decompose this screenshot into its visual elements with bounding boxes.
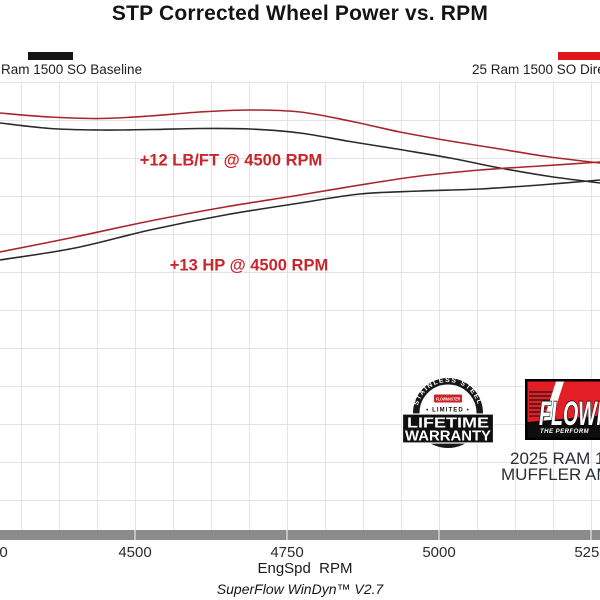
legend-direct-swatch (558, 52, 600, 60)
legend-direct-label: 25 Ram 1500 SO Direct (472, 62, 600, 77)
logo-wordmark: FLOWM (539, 395, 600, 433)
legend-baseline-label: Ram 1500 SO Baseline (1, 62, 143, 77)
flowmaster-logo: FLOWM THE PERFORM (525, 379, 600, 440)
x-axis-label: EngSpd RPM (257, 560, 353, 577)
x-tick-label: 4750 (270, 544, 304, 561)
axis-major-tick (134, 530, 136, 540)
vehicle-caption-line1: 2025 RAM 15 (510, 449, 600, 468)
vehicle-caption-line2: MUFFLER AMT (501, 465, 600, 484)
x-tick-label: 4250 (0, 544, 8, 561)
legend-baseline-swatch (28, 52, 73, 60)
lifetime-warranty-badge: STAINLESS STEEL FLOWMASTER • LIMITED • L… (401, 377, 495, 448)
axis-major-tick (590, 530, 592, 540)
logo-tagline: THE PERFORM (540, 429, 590, 435)
badge-banner (401, 413, 495, 444)
power-delta-annotation: +13 HP @ 4500 RPM (169, 256, 329, 275)
page-title: STP Corrected Wheel Power vs. RPM (111, 2, 489, 25)
torque-delta-annotation: +12 LB/FT @ 4500 RPM (139, 151, 323, 170)
x-tick-label: 5250 (574, 544, 600, 561)
logo-pinstripes (529, 391, 557, 417)
badge-lifetime-text: LIFETIME (407, 416, 489, 432)
logo-black-band (527, 415, 600, 438)
x-tick-row: 4250 4500 4750 5000 5250 (0, 544, 600, 561)
axis-major-tick (438, 530, 440, 540)
x-tick-label: 5000 (422, 544, 456, 561)
footer-version: SuperFlow WinDyn™ V2.7 (216, 581, 384, 597)
badge-brand-box (434, 394, 462, 403)
badge-brand-text: FLOWMASTER (436, 397, 460, 402)
x-axis-bar (0, 530, 600, 540)
badge-limited-text: • LIMITED • (426, 408, 470, 414)
badge-warranty-text: WARRANTY (405, 429, 491, 445)
axis-major-tick (286, 530, 288, 540)
x-tick-label: 4500 (118, 544, 152, 561)
